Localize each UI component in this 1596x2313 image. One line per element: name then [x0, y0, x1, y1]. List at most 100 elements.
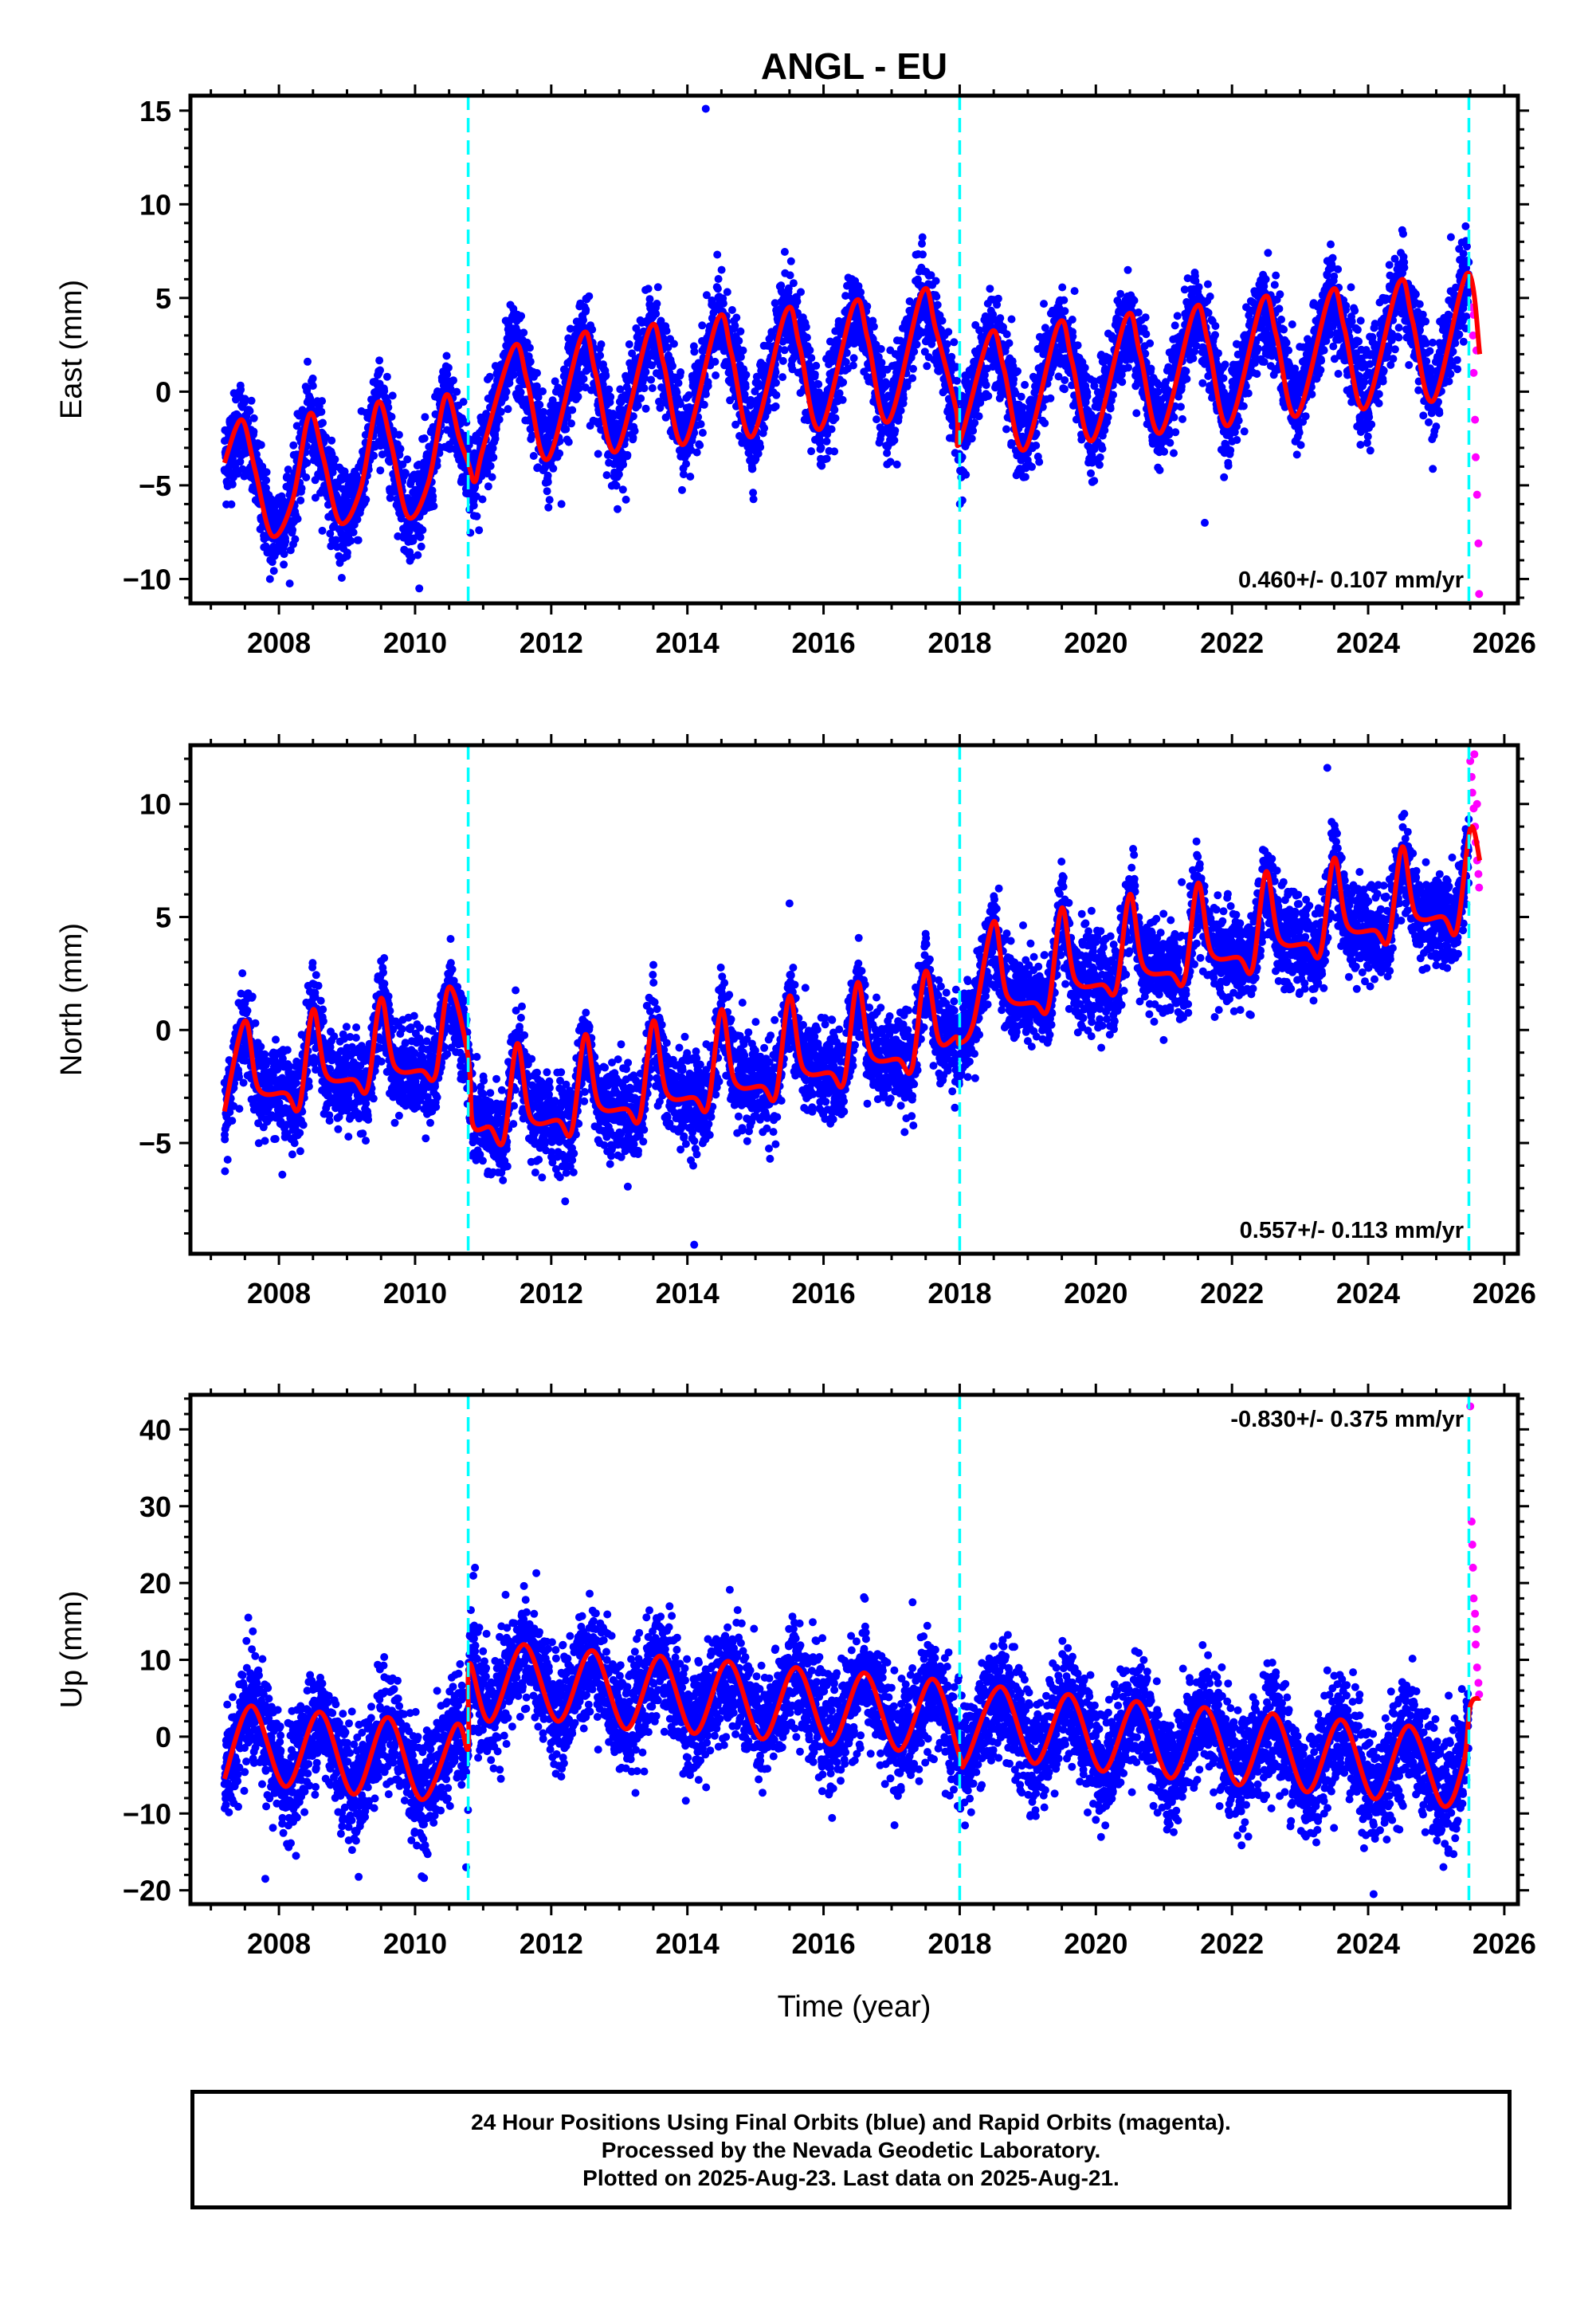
data-point: [605, 385, 614, 394]
data-point: [516, 388, 525, 397]
data-point: [999, 323, 1007, 332]
data-point: [227, 500, 236, 509]
data-point: [567, 419, 575, 428]
data-point: [319, 418, 327, 427]
data-point: [892, 460, 901, 469]
data-point: [899, 394, 908, 403]
data-point: [1116, 289, 1125, 298]
data-point: [698, 321, 707, 330]
data-point: [262, 468, 271, 477]
data-point: [289, 441, 298, 450]
data-point: [1018, 403, 1027, 411]
data-point: [822, 437, 831, 446]
data-point: [849, 361, 857, 370]
data-point: [433, 461, 441, 470]
data-point: [418, 526, 427, 534]
data-point: [891, 426, 900, 435]
data-point: [727, 306, 736, 314]
data-point: [778, 373, 787, 382]
data-point: [249, 414, 258, 422]
data-point: [428, 486, 437, 495]
data-point: [1028, 462, 1036, 471]
data-point: [1104, 413, 1112, 422]
data-point: [923, 362, 931, 371]
data-point: [1095, 461, 1104, 469]
data-point: [908, 374, 917, 383]
data-point: [394, 430, 403, 439]
data-point: [618, 485, 627, 494]
data-point: [308, 382, 317, 391]
data-point: [807, 354, 816, 363]
data-point: [389, 426, 398, 435]
data-point: [288, 525, 297, 534]
data-point: [388, 391, 397, 400]
data-point: [676, 368, 685, 376]
data-point: [812, 361, 821, 370]
data-point: [337, 574, 346, 582]
data-point: [526, 357, 535, 366]
data-point: [760, 424, 769, 433]
data-point: [544, 503, 553, 512]
data-point: [653, 300, 661, 308]
data-point: [362, 495, 371, 504]
data-point: [986, 285, 994, 293]
data-point: [376, 366, 384, 375]
data-point: [297, 484, 306, 493]
data-point: [237, 385, 245, 394]
data-point: [1087, 469, 1095, 477]
data-point: [647, 375, 656, 384]
data-point: [830, 406, 839, 414]
data-point: [1080, 363, 1089, 372]
data-point: [545, 496, 554, 505]
data-point: [640, 384, 649, 393]
data-point: [810, 370, 819, 379]
data-point: [918, 233, 927, 242]
data-point: [534, 393, 543, 402]
data-point: [1130, 296, 1139, 304]
data-point: [780, 248, 789, 256]
data-point: [517, 312, 526, 320]
data-point: [944, 328, 953, 336]
data-point: [950, 338, 959, 347]
data-point: [473, 512, 481, 520]
data-point: [564, 438, 573, 446]
data-point: [543, 487, 551, 496]
data-point: [331, 536, 340, 544]
data-point: [539, 407, 548, 416]
data-point: [793, 297, 802, 306]
data-point: [304, 357, 312, 366]
data-point: [637, 394, 645, 403]
data-point: [713, 285, 722, 293]
data-point: [543, 471, 552, 480]
data-point: [384, 403, 393, 412]
data-point: [293, 515, 302, 523]
data-point: [262, 476, 271, 485]
data-point: [797, 288, 805, 296]
data-point: [1068, 316, 1076, 324]
data-point: [566, 324, 574, 333]
data-point: [735, 336, 743, 345]
data-point: [520, 328, 528, 337]
data-point: [281, 537, 290, 546]
data-point: [486, 461, 495, 470]
data-point: [414, 551, 422, 560]
data-point: [1005, 339, 1014, 348]
data-point: [326, 529, 335, 538]
data-point: [353, 515, 362, 524]
data-point: [822, 454, 831, 463]
data-point: [1041, 419, 1049, 427]
data-point: [786, 271, 794, 280]
data-point: [732, 313, 741, 322]
data-point: [869, 322, 878, 331]
data-point: [1073, 341, 1082, 350]
data-point: [602, 471, 611, 480]
data-point: [429, 502, 438, 510]
data-point: [622, 495, 630, 504]
data-point: [1109, 391, 1117, 399]
data-point: [736, 327, 745, 336]
data-point: [253, 450, 261, 459]
data-point: [947, 352, 956, 361]
data-point: [484, 482, 492, 491]
data-point: [723, 288, 731, 296]
data-point: [502, 387, 511, 396]
